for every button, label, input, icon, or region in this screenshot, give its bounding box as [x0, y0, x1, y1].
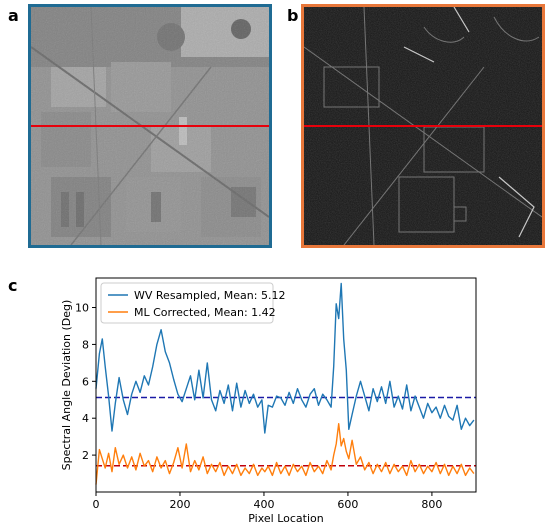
- x-axis-label: Pixel Location: [248, 512, 323, 525]
- x-tick-label: 200: [169, 498, 190, 511]
- y-tick-label: 2: [82, 449, 89, 462]
- legend-entry-ml-corrected: ML Corrected, Mean: 1.42: [134, 306, 276, 319]
- profile-line-b: [304, 125, 542, 127]
- spectral-angle-chart: 0 200 400 600 800 2 4 6 8 10 Pixel Location Spec…: [60, 277, 477, 525]
- profile-line-a: [31, 125, 269, 127]
- x-axis-ticks: 0 200 400 600 800: [93, 492, 442, 511]
- x-tick-label: 800: [421, 498, 442, 511]
- y-axis-ticks: 2 4 6 8 10: [75, 302, 96, 462]
- series-line-ml-corrected: [95, 423, 475, 485]
- y-tick-label: 6: [82, 375, 89, 388]
- x-tick-label: 0: [93, 498, 100, 511]
- plot-frame: [95, 277, 477, 493]
- y-tick-label: 8: [82, 338, 89, 351]
- series-line-wv-resampled: [95, 282, 475, 434]
- legend-entry-wv-resampled: WV Resampled, Mean: 5.12: [134, 289, 285, 302]
- legend-box: [100, 282, 274, 324]
- legend: WV Resampled, Mean: 5.12 ML Corrected, M…: [100, 282, 285, 324]
- y-tick-label: 10: [75, 302, 89, 315]
- y-tick-label: 4: [82, 412, 89, 425]
- panel-label-a: a: [8, 6, 19, 25]
- y-axis-label: Spectral Angle Deviation (Deg): [60, 300, 73, 471]
- x-tick-label: 400: [253, 498, 274, 511]
- panel-label-c: c: [8, 276, 18, 295]
- panel-label-b: b: [287, 6, 299, 25]
- series-lines: [95, 282, 475, 485]
- x-tick-label: 600: [337, 498, 358, 511]
